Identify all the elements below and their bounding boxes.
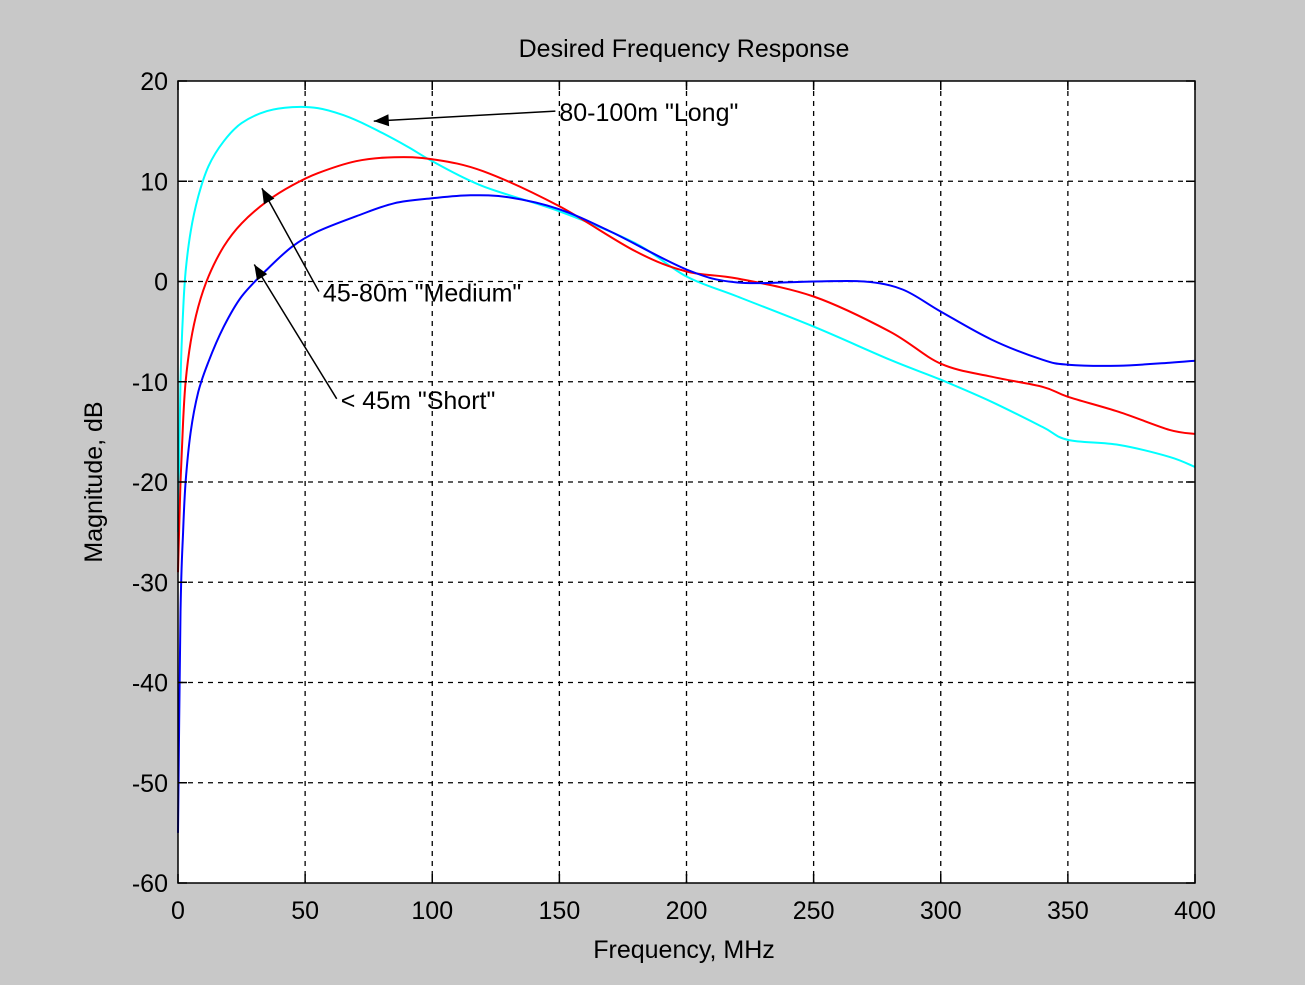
annotations: 80-100m "Long" 45-80m "Medium" < 45m "Shor… <box>253 99 738 415</box>
y-tick-label: -30 <box>132 569 168 597</box>
series-lines <box>177 105 1196 833</box>
y-tick-label: -10 <box>132 369 168 397</box>
annotation-arrowhead-1 <box>373 114 390 127</box>
y-axis-label: Magnitude, dB <box>80 401 108 562</box>
x-tick-label: 300 <box>920 897 962 925</box>
y-tick-label: 10 <box>140 168 168 196</box>
x-tick-label: 150 <box>539 897 581 925</box>
y-tick-label: 20 <box>140 68 168 96</box>
y-tick-label: 0 <box>154 269 168 297</box>
x-tick-label: 200 <box>666 897 708 925</box>
annotation-arrow-line-2 <box>261 187 320 292</box>
y-tick-label: -20 <box>132 469 168 497</box>
series-line-2 <box>177 156 1196 573</box>
series-line-3 <box>177 194 1196 833</box>
x-tick-label: 250 <box>793 897 835 925</box>
axis-ticks: 0 50 100 150 200 250 300 350 400-60-50-40-30-20-… <box>132 68 1216 925</box>
annotation-arrow-line-3 <box>253 264 338 400</box>
x-tick-label: 100 <box>411 897 453 925</box>
y-tick-label: -40 <box>132 670 168 698</box>
annotation-arrowhead-2 <box>261 188 275 205</box>
x-tick-label: 0 <box>171 897 185 925</box>
x-tick-label: 350 <box>1047 897 1089 925</box>
x-tick-label: 50 <box>291 897 319 925</box>
annotation-arrow-line-1 <box>373 110 556 122</box>
series-line-1 <box>177 105 1196 533</box>
y-tick-label: -50 <box>132 770 168 798</box>
annotation-label-2: 45-80m "Medium" <box>323 280 521 308</box>
annotation-arrowhead-3 <box>254 264 268 281</box>
chart-title: Desired Frequency Response <box>519 35 850 63</box>
annotation-label-1: 80-100m "Long" <box>559 99 738 127</box>
grid-lines <box>178 81 1195 883</box>
y-tick-label: -60 <box>132 870 168 898</box>
x-tick-label: 400 <box>1174 897 1216 925</box>
x-axis-label: Frequency, MHz <box>593 936 775 964</box>
annotation-label-3: < 45m "Short" <box>341 387 496 415</box>
